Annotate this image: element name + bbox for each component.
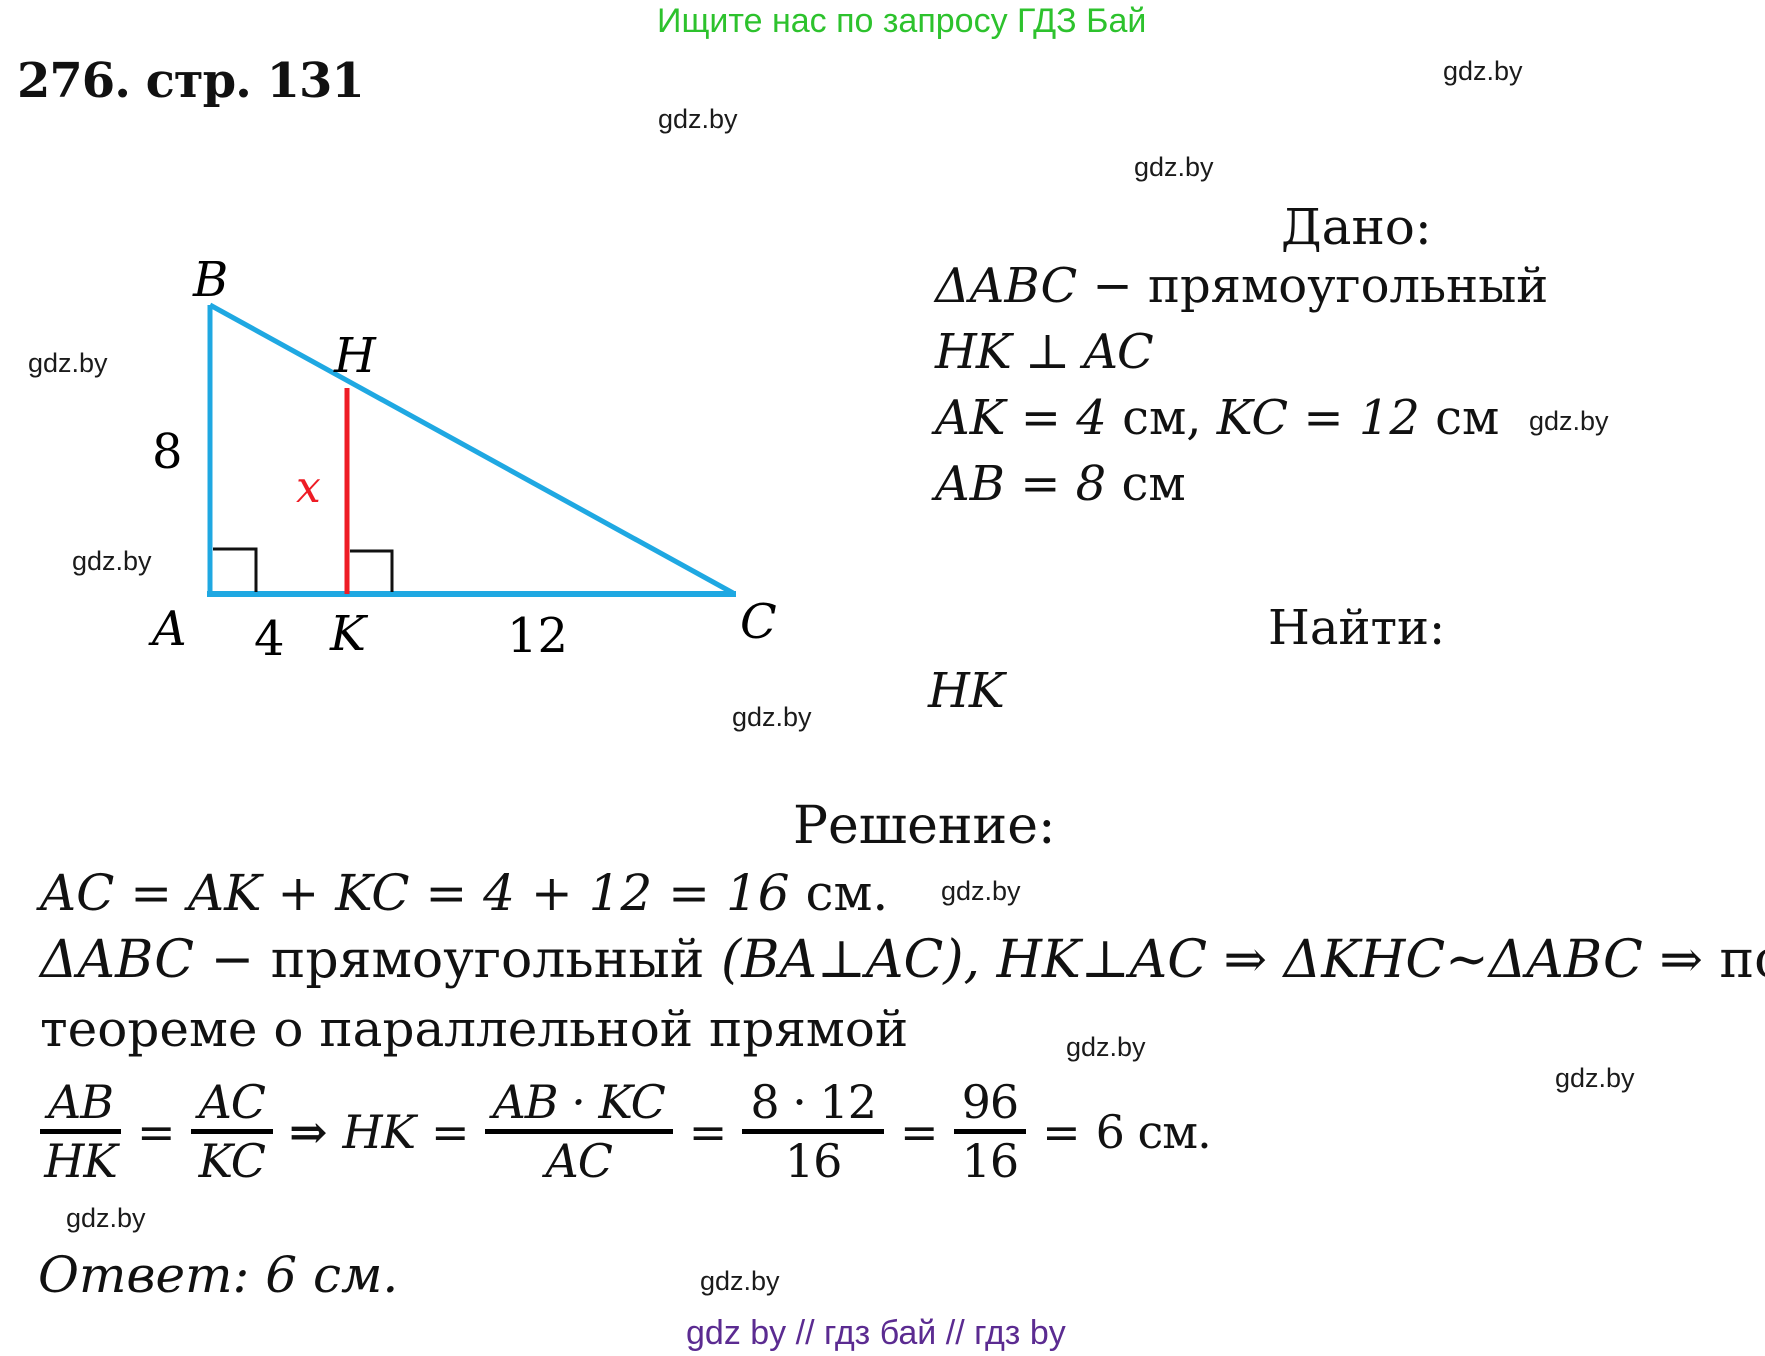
right-angle-mark-k bbox=[350, 549, 394, 592]
watermark: gdz.by bbox=[700, 1266, 780, 1296]
fraction-ab-hk-numerator: AB bbox=[40, 1078, 122, 1135]
fraction-8x12-16-numerator: 8 · 12 bbox=[742, 1078, 885, 1135]
solution-line1-unit: см. bbox=[805, 864, 889, 922]
watermark: gdz.by bbox=[66, 1203, 146, 1233]
solution-line-theorem: теореме о параллельной прямой bbox=[40, 1000, 909, 1058]
fraction-96-16-numerator: 96 bbox=[953, 1078, 1027, 1135]
side-bc-line bbox=[208, 302, 735, 596]
segment-ak-length-label: 4 bbox=[254, 611, 285, 667]
watermark: gdz.by bbox=[1529, 406, 1609, 436]
watermark: gdz.by bbox=[28, 348, 108, 378]
vertex-c-label: C bbox=[740, 594, 777, 650]
solution-line-ac-sum: AC = AK + KC = 4 + 12 = 16 см. bbox=[40, 864, 888, 922]
segment-kc-length-label: 12 bbox=[507, 608, 568, 664]
height-x-label: x bbox=[296, 462, 321, 513]
find-heading: Найти: bbox=[1268, 600, 1446, 656]
solution-line-similarity: ΔABC − прямоугольный (BA⊥AC), HK⊥AC ⇒ ΔK… bbox=[40, 930, 1765, 990]
vertex-k-label: K bbox=[329, 606, 369, 662]
equals-sign: = bbox=[431, 1104, 470, 1159]
given-line1-math: ΔABC bbox=[935, 258, 1078, 314]
solution-formula-row: AB HK = AC KC ⇒ HK = AB · KC AC = 8 · 12… bbox=[40, 1078, 1212, 1189]
equals-sign: = bbox=[900, 1104, 939, 1159]
fraction-ab-hk-denominator: HK bbox=[44, 1134, 117, 1189]
given-line-ab: AB = 8 см bbox=[935, 456, 1186, 512]
formula-result: 6 см. bbox=[1095, 1104, 1212, 1159]
given-kc-value: KC = 12 bbox=[1201, 390, 1436, 446]
fraction-8x12-16-denominator: 16 bbox=[784, 1134, 843, 1189]
triangle-figure: B H 8 x A 4 K 12 C bbox=[148, 252, 777, 667]
given-heading: Дано: bbox=[1281, 198, 1432, 256]
right-angle-mark-a bbox=[213, 547, 258, 592]
promo-banner: Ищите нас по запросу ГДЗ Бай bbox=[657, 2, 1147, 40]
vertex-a-label: A bbox=[148, 601, 187, 657]
watermark: gdz.by bbox=[941, 876, 1021, 906]
fraction-abkc-ac-numerator: AB · KC bbox=[484, 1078, 673, 1135]
solution-line2-math2: (BA⊥AC), HK⊥AC ⇒ ΔKHC~ΔABC ⇒ bbox=[720, 930, 1720, 990]
solution-heading: Решение: bbox=[793, 796, 1056, 856]
solution-line1-math: AC = AK + KC = 4 + 12 = 16 bbox=[40, 864, 806, 922]
given-ab-value: AB = 8 bbox=[935, 456, 1122, 512]
fraction-ac-kc-numerator: AC bbox=[190, 1078, 273, 1135]
watermark: gdz.by bbox=[658, 104, 738, 134]
answer-line: Ответ: 6 см. bbox=[38, 1246, 399, 1304]
given-ak-unit: см, bbox=[1122, 390, 1202, 446]
equals-sign: = bbox=[137, 1104, 176, 1159]
formula-lhs-hk: HK bbox=[342, 1104, 416, 1159]
footer-promo: gdz by // гдз бай // гдз by bbox=[686, 1314, 1066, 1352]
given-ak-value: AK = 4 bbox=[935, 390, 1123, 446]
given-line-triangle: ΔABC − прямоугольный bbox=[935, 258, 1548, 314]
given-kc-unit: см bbox=[1435, 390, 1500, 446]
solution-line2-text1: − прямоугольный bbox=[194, 930, 721, 990]
vertex-b-label: B bbox=[192, 252, 228, 308]
equals-sign: = bbox=[1042, 1104, 1081, 1159]
fraction-ab-hk: AB HK bbox=[40, 1078, 122, 1189]
implies-arrow: ⇒ bbox=[289, 1104, 328, 1159]
given-line1-text: − прямоугольный bbox=[1077, 258, 1549, 314]
watermark: gdz.by bbox=[1555, 1063, 1635, 1093]
watermark: gdz.by bbox=[1066, 1032, 1146, 1062]
watermark: gdz.by bbox=[1443, 56, 1523, 86]
fraction-abkc-ac: AB · KC AC bbox=[484, 1078, 673, 1189]
fraction-96-16: 96 16 bbox=[953, 1078, 1027, 1189]
equals-sign: = bbox=[688, 1104, 728, 1159]
fraction-ac-kc: AC KC bbox=[190, 1078, 273, 1189]
fraction-8x12-16: 8 · 12 16 bbox=[742, 1078, 885, 1189]
vertex-h-label: H bbox=[333, 328, 377, 384]
page-title: 276. стр. 131 bbox=[17, 53, 365, 109]
fraction-abkc-ac-denominator: AC bbox=[545, 1134, 612, 1189]
given-line-segments: AK = 4 см, KC = 12 см bbox=[935, 390, 1499, 446]
given-line-perpendicular: HK ⊥ AC bbox=[935, 324, 1154, 380]
solution-line2-math1: ΔABC bbox=[40, 930, 195, 990]
solution-line2-text2: по bbox=[1719, 930, 1765, 990]
given-ab-unit: см bbox=[1121, 456, 1186, 512]
watermark: gdz.by bbox=[732, 702, 812, 732]
fraction-ac-kc-denominator: KC bbox=[198, 1134, 266, 1189]
watermark: gdz.by bbox=[1134, 152, 1214, 182]
watermark: gdz.by bbox=[72, 546, 152, 576]
fraction-96-16-denominator: 16 bbox=[961, 1134, 1020, 1189]
find-item: HK bbox=[928, 663, 1005, 719]
side-ab-length-label: 8 bbox=[152, 424, 183, 480]
